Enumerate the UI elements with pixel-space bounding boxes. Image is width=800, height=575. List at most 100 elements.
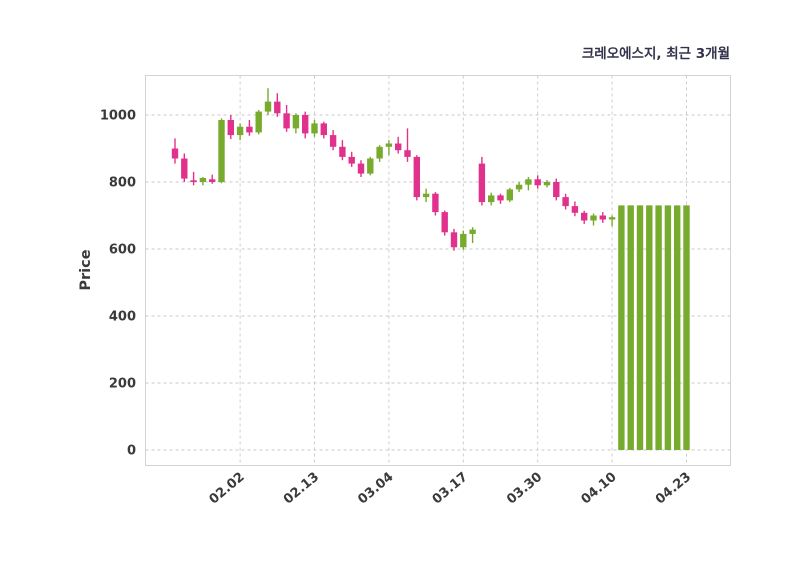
candle-body: [329, 135, 337, 147]
x-tick-label: 03.04: [355, 470, 396, 508]
x-tick-label: 04.23: [653, 470, 694, 508]
candle-body: [646, 205, 653, 450]
candle: [488, 192, 495, 206]
candle: [264, 88, 272, 115]
candle: [553, 178, 560, 201]
candle-body: [422, 193, 430, 198]
candle-body: [683, 205, 690, 450]
candle: [469, 227, 476, 243]
candle: [292, 113, 300, 134]
candle: [302, 111, 309, 139]
candle-body: [190, 180, 197, 182]
candle: [227, 115, 234, 140]
candle: [618, 205, 625, 450]
candle: [413, 155, 420, 201]
candle-body: [209, 179, 216, 182]
candle: [320, 121, 327, 139]
candle-body: [581, 212, 588, 221]
candle-body: [339, 146, 346, 157]
candle: [599, 212, 606, 223]
candle-body: [255, 111, 262, 133]
candle-body: [655, 205, 662, 450]
candle-body: [302, 115, 309, 134]
x-tick-label: 02.13: [281, 470, 322, 508]
candle-body: [469, 229, 476, 234]
candle-body: [515, 184, 523, 190]
candle-body: [636, 205, 644, 450]
candle-body: [199, 178, 207, 182]
candle: [608, 215, 616, 227]
candle-body: [236, 126, 244, 136]
candle-body: [320, 123, 327, 136]
candle: [590, 213, 597, 226]
candle: [199, 177, 207, 186]
candle: [395, 136, 402, 154]
candle: [329, 130, 337, 151]
candle-body: [674, 205, 681, 450]
candle: [190, 171, 197, 186]
candle-body: [246, 126, 253, 133]
candle-body: [478, 163, 486, 203]
y-tick-label: 1000: [100, 109, 136, 124]
candle: [348, 151, 355, 167]
candle: [683, 205, 690, 450]
candle-body: [376, 146, 383, 159]
candle-body: [171, 148, 179, 159]
candle: [581, 210, 588, 224]
candle-body: [385, 143, 393, 147]
candle-body: [432, 193, 439, 213]
candle: [404, 128, 411, 162]
candle-body: [292, 115, 300, 129]
candle: [181, 153, 188, 182]
candle: [274, 93, 281, 117]
candle-body: [562, 197, 569, 207]
candle: [246, 120, 253, 136]
candles-layer: [171, 88, 690, 450]
candle: [255, 110, 262, 135]
x-tick-label: 04.10: [579, 470, 620, 508]
candle: [339, 140, 346, 161]
candle: [543, 180, 551, 188]
candle: [236, 123, 244, 141]
candle-body: [506, 189, 513, 201]
candle: [515, 182, 523, 193]
candle: [664, 205, 672, 450]
candle-body: [450, 232, 458, 248]
candle: [627, 205, 634, 450]
candle-body: [618, 205, 625, 450]
candle-body: [599, 215, 606, 220]
candle: [357, 160, 365, 177]
x-tick-label: 03.17: [430, 470, 471, 508]
candle: [311, 120, 318, 137]
candle: [367, 156, 374, 176]
y-tick-label: 800: [109, 176, 136, 191]
candle-body: [274, 101, 281, 114]
candle-body: [218, 120, 225, 182]
candle-body: [534, 179, 541, 186]
candle: [218, 118, 225, 184]
y-tick-label: 200: [109, 377, 136, 392]
chart-title: 크레오에스지, 최근 3개월: [582, 45, 730, 62]
plot-area: [145, 75, 731, 466]
candle: [460, 230, 467, 250]
candle: [646, 205, 653, 450]
axis-ticks: 0 200 400 600 800 1000 02.02 02.13 03.04 03.17 03.…: [100, 109, 694, 508]
candle: [376, 145, 383, 162]
candle-body: [404, 150, 411, 157]
candle: [478, 156, 486, 206]
candle: [497, 193, 504, 204]
candle-body: [395, 143, 402, 151]
candle-body: [543, 182, 551, 186]
candle-body: [357, 163, 365, 174]
candle-body: [590, 215, 597, 221]
candle: [636, 205, 644, 450]
candle-body: [553, 182, 560, 198]
candle: [525, 177, 532, 191]
candle: [441, 210, 448, 236]
x-tick-label: 03.30: [504, 470, 545, 508]
candle: [171, 138, 179, 164]
candle-body: [460, 233, 467, 248]
candle-body: [227, 120, 234, 136]
